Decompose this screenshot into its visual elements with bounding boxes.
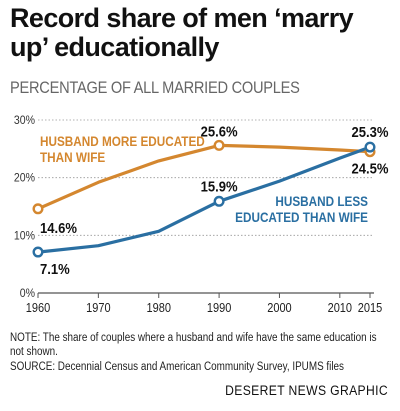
x-tick-label: 2000 [267, 301, 292, 315]
line-chart: 0% 10% 20% 30% 1960 1970 1980 1990 2000 2010 2015 1… [14, 114, 389, 315]
x-tick-label: 1960 [26, 301, 51, 315]
x-tick-label: 1970 [86, 301, 111, 315]
data-point-marker [364, 141, 376, 153]
data-label: 25.3% [352, 124, 389, 140]
data-point-marker [32, 203, 44, 215]
data-point-marker [32, 246, 44, 258]
data-label: 7.1% [40, 261, 70, 277]
data-label: 25.6% [201, 124, 238, 140]
chart-title: Record share of men ‘marry up’ education… [10, 3, 354, 62]
data-point-marker [213, 139, 225, 151]
data-label: 24.5% [352, 161, 389, 177]
series-label: HUSBAND MORE EDUCATED [40, 133, 205, 149]
y-tick-label: 20% [14, 172, 35, 185]
y-tick-label: 10% [14, 230, 35, 243]
graphic-credit: DESERET NEWS GRAPHIC [225, 383, 388, 398]
y-tick-label: 30% [14, 114, 35, 127]
data-label: 15.9% [201, 179, 238, 195]
x-tick-label: 2015 [358, 301, 383, 315]
chart-subtitle: PERCENTAGE OF ALL MARRIED COUPLES [10, 78, 300, 97]
series-label: HUSBAND LESS [275, 193, 368, 209]
data-point-marker [213, 195, 225, 207]
data-label: 14.6% [40, 220, 77, 236]
chart-note: NOTE: The share of couples where a husba… [10, 332, 377, 358]
series-label: EDUCATED THAN WIFE [235, 209, 368, 225]
series-label: THAN WIFE [40, 149, 106, 165]
chart-source: SOURCE: Decennial Census and American Co… [10, 361, 345, 373]
x-tick-label: 1980 [146, 301, 171, 315]
x-tick-label: 2010 [328, 301, 353, 315]
y-tick-label: 0% [20, 287, 35, 300]
x-tick-label: 1990 [207, 301, 232, 315]
